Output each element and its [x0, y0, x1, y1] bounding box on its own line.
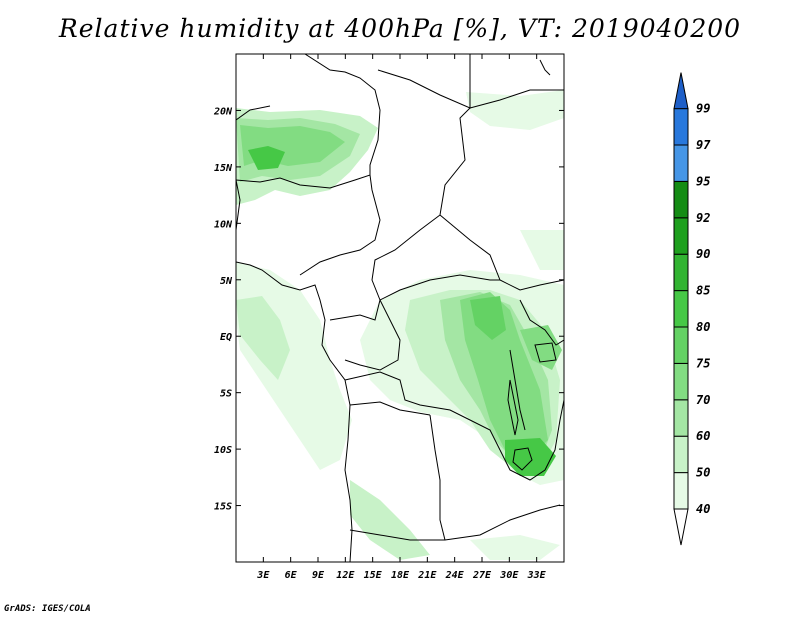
y-tick-label: 10N	[214, 219, 233, 230]
country-borders	[236, 54, 564, 562]
colorbar-label: 75	[696, 356, 710, 370]
x-tick-label: 33E	[527, 570, 547, 581]
colorbar-label: 90	[696, 247, 710, 261]
y-tick-label: 15N	[214, 163, 233, 174]
colorbar-min-arrow	[673, 508, 689, 546]
humidity-shading	[236, 90, 564, 560]
map-title: Relative humidity at 400hPa [%], VT: 201…	[58, 14, 742, 43]
colorbar-segment	[673, 362, 689, 401]
colorbar-segment	[673, 144, 689, 182]
x-tick-label: 27E	[472, 570, 492, 581]
colorbar-label: 92	[696, 211, 710, 225]
y-tick-label: EQ	[220, 332, 232, 343]
colorbar-segment	[673, 108, 689, 146]
colorbar-label: 40	[696, 502, 710, 516]
colorbar-segment	[673, 472, 689, 510]
colorbar-label: 99	[696, 102, 710, 116]
colorbar-segment	[673, 253, 689, 292]
colorbar-label: 95	[696, 174, 710, 188]
colorbar-label: 97	[696, 138, 711, 152]
lakes	[507, 342, 557, 471]
x-tick-label: 9E	[312, 570, 325, 581]
colorbar-segment	[673, 326, 689, 364]
colorbar-segment	[673, 435, 689, 474]
x-tick-label: 12E	[336, 570, 355, 581]
x-tick-label: 18E	[391, 570, 410, 581]
colorbar-segment	[673, 399, 689, 437]
colorbar-segment	[673, 180, 689, 219]
y-tick-label: 15S	[214, 502, 232, 513]
colorbar-segment	[673, 290, 689, 328]
x-tick-label: 6E	[285, 570, 298, 581]
y-tick-label: 5N	[220, 276, 233, 287]
colorbar: 40 50 60 70 75 80 85 90 92 95 97 99	[673, 72, 711, 546]
x-tick-label: 3E	[256, 570, 270, 581]
x-axis: 3E 6E 9E 12E 15E 18E 21E 24E 27E 30E 33E	[256, 54, 547, 581]
colorbar-label: 60	[696, 429, 710, 443]
colorbar-label: 80	[696, 320, 710, 334]
y-tick-label: 20N	[213, 106, 233, 117]
x-tick-label: 21E	[417, 570, 437, 581]
colorbar-max-arrow	[673, 72, 689, 110]
y-tick-label: 5S	[220, 389, 232, 400]
colorbar-label: 70	[696, 393, 710, 407]
colorbar-label: 85	[696, 284, 710, 298]
credit-label: GrADS: IGES/COLA	[4, 604, 91, 614]
y-axis: 20N 15N 10N 5N EQ 5S 10S 15S	[213, 106, 564, 513]
colorbar-label: 50	[696, 466, 710, 480]
y-tick-label: 10S	[214, 445, 232, 456]
x-tick-label: 30E	[499, 570, 519, 581]
x-tick-label: 24E	[445, 570, 465, 581]
colorbar-segment	[673, 217, 689, 255]
x-tick-label: 15E	[364, 570, 383, 581]
